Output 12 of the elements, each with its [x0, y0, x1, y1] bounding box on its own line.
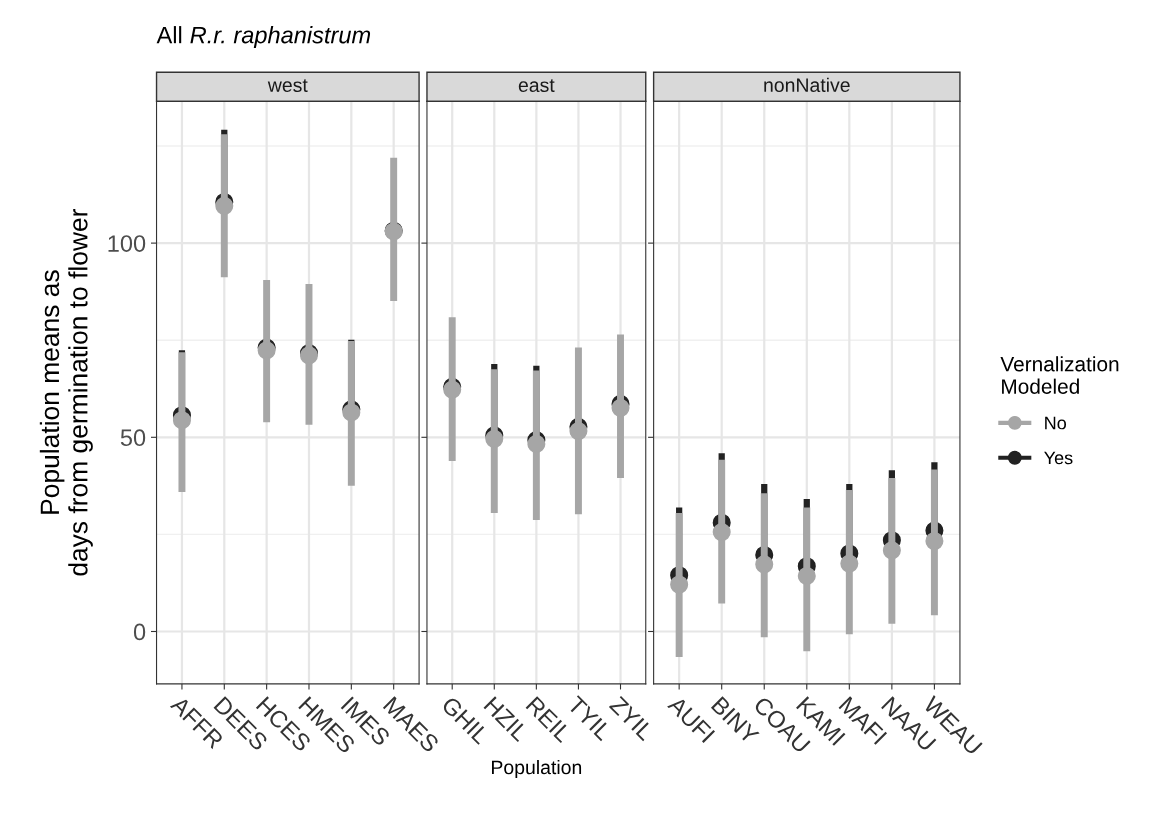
legend-label: No: [1045, 416, 1067, 430]
y-tick-label: 100: [108, 235, 146, 252]
chart-title: nonNative: [764, 77, 850, 93]
chart-title: west: [267, 79, 308, 93]
x-axis-title: Population: [492, 759, 582, 779]
y-tick-label: 0: [133, 623, 146, 641]
chart-title: east: [518, 79, 555, 93]
legend-title: Vernalization Modeled: [1000, 356, 1119, 394]
text: All R.r. raphanistrum: [156, 26, 371, 49]
legend-label: Yes: [1044, 451, 1073, 465]
y-axis-title: Population means as days from germination to flower: [39, 209, 93, 576]
y-tick-label: 50: [120, 429, 146, 447]
